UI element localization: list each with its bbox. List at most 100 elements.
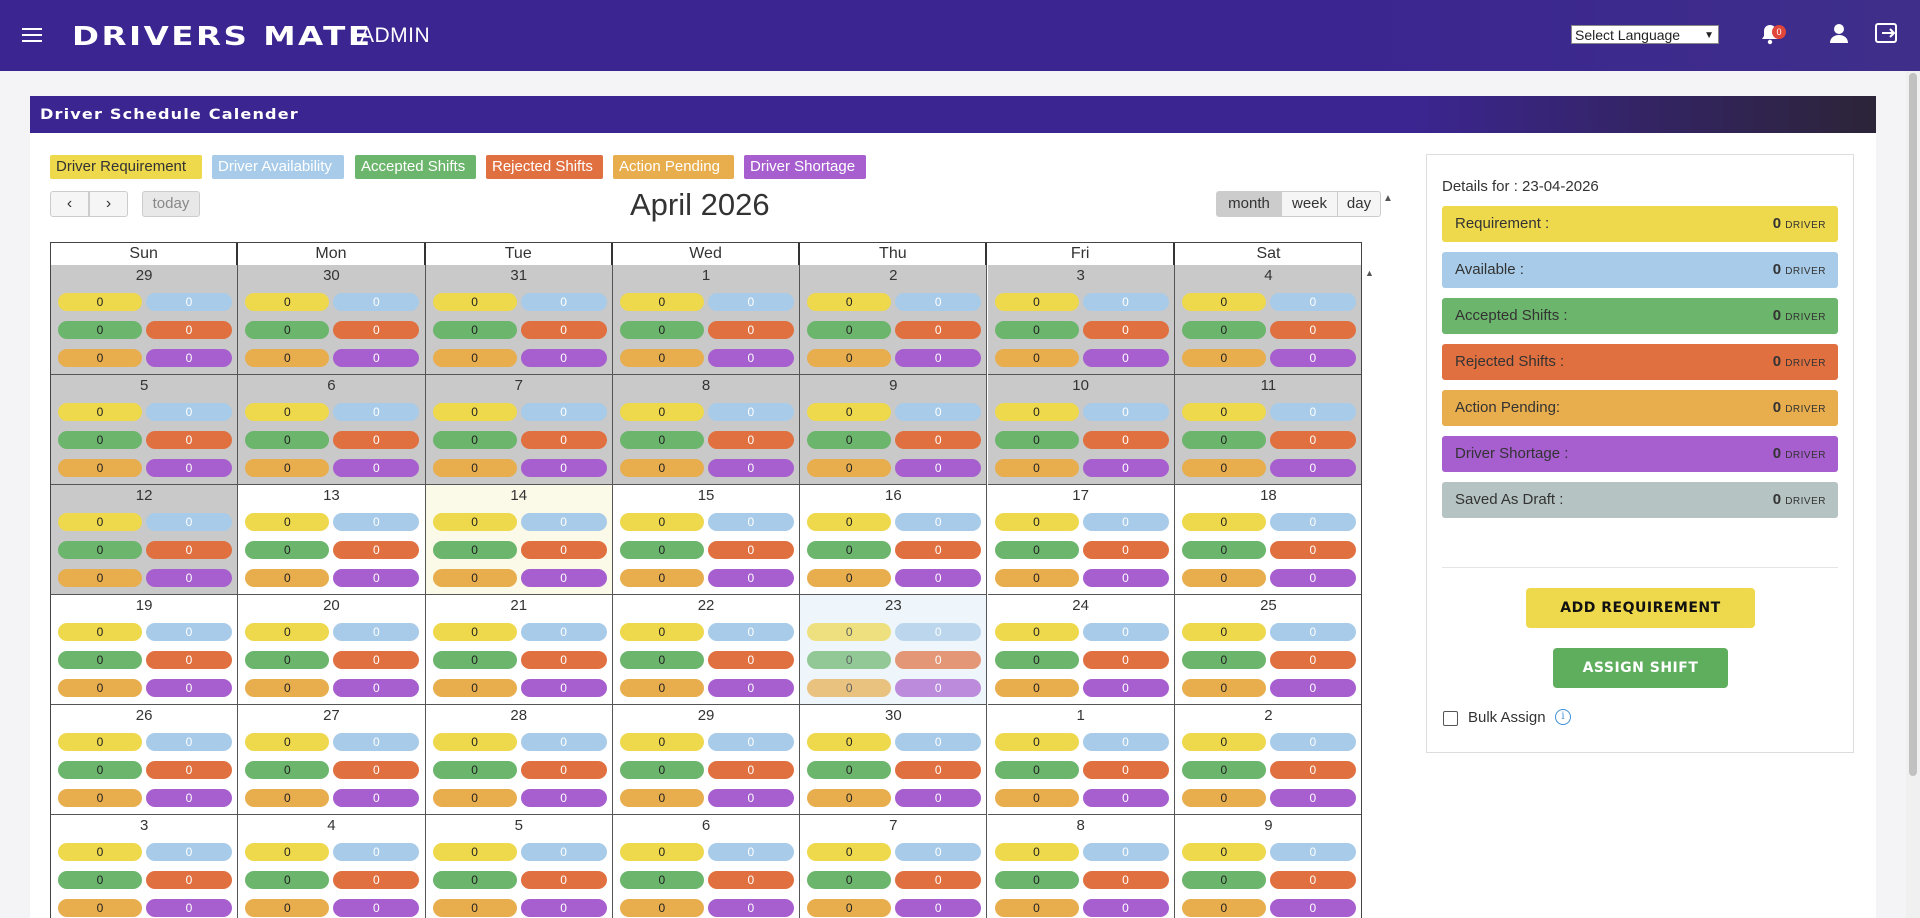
availability-count-pill[interactable]: 0	[146, 623, 232, 641]
assign-shift-button[interactable]: ASSIGN SHIFT	[1553, 648, 1728, 688]
availability-count-pill[interactable]: 0	[520, 513, 607, 531]
day-number[interactable]: 5	[514, 817, 523, 834]
requirement-count-pill[interactable]: 0	[994, 843, 1079, 861]
shortage-count-pill[interactable]: 0	[895, 789, 982, 807]
shortage-count-pill[interactable]: 0	[333, 789, 420, 807]
add-requirement-button[interactable]: ADD REQUIREMENT	[1526, 588, 1755, 628]
availability-count-pill[interactable]: 0	[146, 513, 232, 531]
rejected-count-pill[interactable]: 0	[895, 651, 982, 669]
availability-count-pill[interactable]: 0	[1082, 843, 1169, 861]
view-week-button[interactable]: week	[1281, 191, 1338, 217]
day-number[interactable]: 24	[1072, 597, 1089, 614]
accepted-count-pill[interactable]: 0	[432, 321, 517, 339]
day-number[interactable]: 1	[701, 267, 711, 284]
rejected-count-pill[interactable]: 0	[895, 761, 982, 779]
availability-count-pill[interactable]: 0	[895, 403, 982, 421]
day-number[interactable]: 8	[1076, 817, 1085, 834]
calendar-day-cell[interactable]: 31 0 0 0 0 0 0	[425, 265, 613, 375]
availability-count-pill[interactable]: 0	[895, 293, 982, 311]
shortage-count-pill[interactable]: 0	[520, 349, 607, 367]
shortage-count-pill[interactable]: 0	[707, 789, 794, 807]
day-number[interactable]: 25	[1260, 597, 1277, 614]
shortage-count-pill[interactable]: 0	[1269, 569, 1356, 587]
prev-month-button[interactable]: ‹	[50, 191, 89, 217]
pending-count-pill[interactable]: 0	[432, 569, 517, 587]
rejected-count-pill[interactable]: 0	[1269, 431, 1356, 449]
day-number[interactable]: 6	[327, 377, 336, 394]
shortage-count-pill[interactable]: 0	[520, 899, 607, 917]
day-number[interactable]: 10	[1072, 377, 1089, 394]
shortage-count-pill[interactable]: 0	[146, 569, 232, 587]
availability-count-pill[interactable]: 0	[520, 293, 607, 311]
availability-count-pill[interactable]: 0	[895, 733, 982, 751]
pending-count-pill[interactable]: 0	[1181, 459, 1266, 477]
accepted-count-pill[interactable]: 0	[58, 431, 142, 449]
calendar-day-cell[interactable]: 11 0 0 0 0 0 0	[1174, 375, 1361, 485]
pending-count-pill[interactable]: 0	[58, 789, 142, 807]
day-number[interactable]: 15	[697, 487, 715, 504]
shortage-count-pill[interactable]: 0	[1082, 349, 1169, 367]
accepted-count-pill[interactable]: 0	[807, 871, 892, 889]
rejected-count-pill[interactable]: 0	[333, 431, 420, 449]
requirement-count-pill[interactable]: 0	[58, 843, 142, 861]
requirement-count-pill[interactable]: 0	[807, 623, 892, 641]
view-day-button[interactable]: day	[1337, 191, 1381, 217]
shortage-count-pill[interactable]: 0	[146, 459, 232, 477]
calendar-day-cell[interactable]: 21 0 0 0 0 0 0	[425, 595, 613, 705]
requirement-count-pill[interactable]: 0	[807, 733, 892, 751]
accepted-count-pill[interactable]: 0	[58, 541, 142, 559]
rejected-count-pill[interactable]: 0	[1269, 761, 1356, 779]
pending-count-pill[interactable]: 0	[58, 679, 142, 697]
calendar-day-cell[interactable]: 24 0 0 0 0 0 0	[987, 595, 1175, 705]
pending-count-pill[interactable]: 0	[807, 569, 892, 587]
shortage-count-pill[interactable]: 0	[333, 679, 420, 697]
shortage-count-pill[interactable]: 0	[1082, 789, 1169, 807]
view-month-button[interactable]: month	[1216, 191, 1282, 217]
requirement-count-pill[interactable]: 0	[58, 733, 142, 751]
shortage-count-pill[interactable]: 0	[520, 679, 607, 697]
availability-count-pill[interactable]: 0	[333, 733, 420, 751]
pending-count-pill[interactable]: 0	[619, 459, 704, 477]
availability-count-pill[interactable]: 0	[707, 403, 794, 421]
pending-count-pill[interactable]: 0	[994, 789, 1079, 807]
accepted-count-pill[interactable]: 0	[58, 321, 142, 339]
requirement-count-pill[interactable]: 0	[619, 513, 704, 531]
requirement-count-pill[interactable]: 0	[245, 623, 330, 641]
rejected-count-pill[interactable]: 0	[1082, 321, 1169, 339]
shortage-count-pill[interactable]: 0	[707, 679, 794, 697]
shortage-count-pill[interactable]: 0	[1082, 569, 1169, 587]
calendar-day-cell[interactable]: 12 0 0 0 0 0 0	[51, 485, 239, 595]
day-number[interactable]: 1	[1076, 707, 1085, 724]
accepted-count-pill[interactable]: 0	[1181, 431, 1266, 449]
accepted-count-pill[interactable]: 0	[432, 431, 517, 449]
pending-count-pill[interactable]: 0	[807, 899, 892, 917]
shortage-count-pill[interactable]: 0	[146, 679, 232, 697]
requirement-count-pill[interactable]: 0	[58, 293, 142, 311]
day-number[interactable]: 16	[884, 487, 902, 504]
calendar-day-cell[interactable]: 29 0 0 0 0 0 0	[612, 705, 801, 815]
accepted-count-pill[interactable]: 0	[245, 431, 330, 449]
availability-count-pill[interactable]: 0	[146, 843, 232, 861]
accepted-count-pill[interactable]: 0	[807, 761, 892, 779]
availability-count-pill[interactable]: 0	[146, 293, 232, 311]
rejected-count-pill[interactable]: 0	[146, 321, 232, 339]
accepted-count-pill[interactable]: 0	[432, 761, 517, 779]
rejected-count-pill[interactable]: 0	[146, 871, 232, 889]
pending-count-pill[interactable]: 0	[245, 679, 330, 697]
notification-button[interactable]: 0	[1760, 23, 1786, 47]
rejected-count-pill[interactable]: 0	[895, 431, 982, 449]
rejected-count-pill[interactable]: 0	[895, 871, 982, 889]
requirement-count-pill[interactable]: 0	[807, 513, 892, 531]
calendar-day-cell[interactable]: 30 0 0 0 0 0 0	[238, 265, 426, 375]
rejected-count-pill[interactable]: 0	[1082, 541, 1169, 559]
rejected-count-pill[interactable]: 0	[520, 431, 607, 449]
day-number[interactable]: 20	[323, 597, 340, 614]
pending-count-pill[interactable]: 0	[1181, 679, 1266, 697]
day-number[interactable]: 12	[135, 487, 153, 504]
